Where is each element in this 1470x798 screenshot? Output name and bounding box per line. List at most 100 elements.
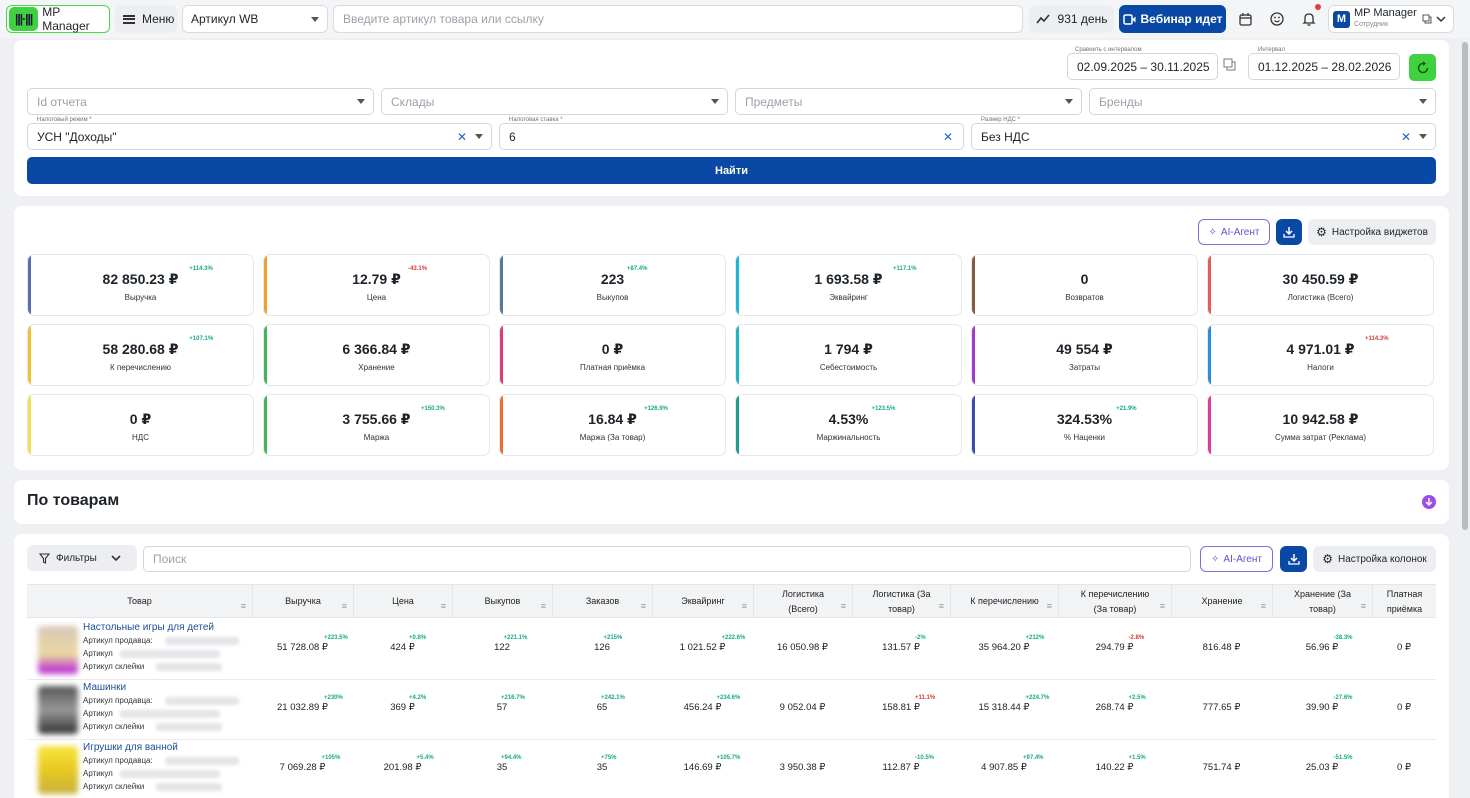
column-menu-icon[interactable]: ≡: [440, 601, 446, 611]
redacted-value: [120, 770, 220, 778]
column-menu-icon[interactable]: ≡: [540, 601, 546, 611]
kpi-card[interactable]: 1 693.58 ₽ Эквайринг +117.1%: [735, 254, 962, 316]
column-header[interactable]: Логистика (Всего) ≡: [753, 585, 852, 618]
kpi-card[interactable]: 0 ₽ Платная приёмка: [499, 324, 726, 386]
product-thumbnail[interactable]: [38, 686, 78, 734]
column-menu-icon[interactable]: ≡: [640, 601, 646, 611]
notifications-button[interactable]: [1297, 4, 1321, 33]
column-header[interactable]: К перечислению ≡: [950, 585, 1058, 618]
download-widgets-button[interactable]: [1276, 219, 1302, 245]
clear-icon[interactable]: ✕: [456, 130, 467, 144]
article-type-select[interactable]: Артикул WB: [182, 5, 328, 33]
kpi-card[interactable]: 82 850.23 ₽ Выручка +114.3%: [27, 254, 254, 316]
kpi-value: 82 850.23 ₽: [102, 271, 179, 287]
kpi-card[interactable]: 30 450.59 ₽ Логистика (Всего): [1207, 254, 1434, 316]
columns-settings-button[interactable]: ⚙ Настройка колонок: [1313, 546, 1436, 572]
column-header[interactable]: Заказов ≡: [552, 585, 652, 618]
kpi-card[interactable]: 0 ₽ НДС: [27, 394, 254, 456]
ai-agent-button[interactable]: ✧ AI-Агент: [1198, 219, 1270, 245]
article-search-input[interactable]: Введите артикул товара или ссылку: [333, 5, 1023, 33]
days-button[interactable]: 931 день: [1029, 5, 1114, 33]
column-header[interactable]: Выкупов ≡: [452, 585, 552, 618]
widget-settings-button[interactable]: ⚙ Настройка виджетов: [1308, 219, 1436, 245]
find-button[interactable]: Найти: [27, 157, 1436, 184]
columns-settings-label: Настройка колонок: [1337, 553, 1427, 565]
cell-delta: +212%: [1025, 635, 1045, 641]
product-name-link[interactable]: Настольные игры для детей: [83, 622, 214, 633]
warehouses-select[interactable]: Склады: [381, 88, 728, 115]
column-menu-icon[interactable]: ≡: [741, 601, 747, 611]
column-header[interactable]: Выручка ≡: [252, 585, 353, 618]
copy-interval-icon[interactable]: [1223, 58, 1237, 72]
column-header[interactable]: Логистика (За товар) ≡: [852, 585, 950, 618]
table-cell: 1 021.52 ₽: [679, 642, 726, 653]
kpi-card[interactable]: 223 Выкупов +87.4%: [499, 254, 726, 316]
product-name-link[interactable]: Игрушки для ванной: [83, 742, 178, 753]
kpi-value: 3 755.66 ₽: [342, 411, 411, 427]
clear-icon[interactable]: ✕: [1400, 130, 1411, 144]
kpi-card[interactable]: 6 366.84 ₽ Хранение: [263, 324, 490, 386]
report-id-select[interactable]: Id отчета: [27, 88, 374, 115]
kpi-card[interactable]: 1 794 ₽ Себестоимость: [735, 324, 962, 386]
redacted-value: [165, 757, 239, 765]
brands-select[interactable]: Бренды: [1089, 88, 1436, 115]
column-header[interactable]: Эквайринг ≡: [652, 585, 753, 618]
product-name-link[interactable]: Машинки: [83, 682, 127, 693]
table-search-input[interactable]: Поиск: [143, 546, 1191, 572]
section-title: По товарам: [27, 492, 120, 509]
filter-icon: [39, 552, 50, 564]
tax-rate-input[interactable]: 6 ✕: [499, 123, 964, 150]
kpi-card[interactable]: 58 280.68 ₽ К перечислению +107.1%: [27, 324, 254, 386]
calendar-button[interactable]: [1233, 5, 1257, 33]
clear-icon[interactable]: ✕: [942, 130, 953, 144]
product-thumbnail[interactable]: [38, 746, 78, 794]
column-menu-icon[interactable]: ≡: [1046, 601, 1052, 611]
feedback-button[interactable]: [1265, 5, 1289, 33]
interval-input[interactable]: 01.12.2025 – 28.02.2026: [1248, 53, 1400, 80]
column-menu-icon[interactable]: ≡: [1360, 601, 1366, 611]
kpi-card[interactable]: 3 755.66 ₽ Маржа +150.3%: [263, 394, 490, 456]
collapse-button[interactable]: [1422, 495, 1436, 509]
kpi-value: 4.53%: [828, 411, 869, 427]
kpi-card[interactable]: 16.84 ₽ Маржа (За товар) +126.9%: [499, 394, 726, 456]
user-menu[interactable]: M MP Manager Сотрудник: [1328, 5, 1454, 33]
vat-select[interactable]: Без НДС ✕: [971, 123, 1436, 150]
kpi-card[interactable]: 4.53% Маржинальность +123.5%: [735, 394, 962, 456]
column-menu-icon[interactable]: ≡: [840, 601, 846, 611]
download-table-button[interactable]: [1280, 546, 1307, 572]
logo[interactable]: |||·||| MP Manager: [6, 5, 110, 33]
table-row[interactable]: [27, 620, 1436, 680]
filters-button[interactable]: Фильтры: [27, 545, 137, 571]
column-menu-icon[interactable]: ≡: [938, 601, 944, 611]
column-header[interactable]: К перечислению (За товар) ≡: [1058, 585, 1171, 618]
product-thumbnail[interactable]: [38, 626, 78, 674]
kpi-card[interactable]: 49 554 ₽ Затраты: [971, 324, 1198, 386]
kpi-card[interactable]: 10 942.58 ₽ Сумма затрат (Реклама): [1207, 394, 1434, 456]
download-icon: [1287, 554, 1300, 565]
compare-interval-input[interactable]: 02.09.2025 – 30.11.2025: [1067, 53, 1218, 80]
subjects-select[interactable]: Предметы: [735, 88, 1082, 115]
kpi-card[interactable]: 12.79 ₽ Цена -43.1%: [263, 254, 490, 316]
tax-regime-select[interactable]: УСН "Доходы" ✕: [27, 123, 492, 150]
report-id-placeholder: Id отчета: [37, 94, 87, 109]
refresh-button[interactable]: [1409, 54, 1436, 81]
column-header[interactable]: Хранение ≡: [1171, 585, 1272, 618]
column-header[interactable]: Хранение (За товар) ≡: [1272, 585, 1372, 618]
menu-button[interactable]: Меню: [115, 5, 177, 33]
column-menu-icon[interactable]: ≡: [341, 601, 347, 611]
table-ai-agent-button[interactable]: ✧ AI-Агент: [1200, 546, 1273, 572]
page-scrollbar[interactable]: [1462, 42, 1468, 530]
column-menu-icon[interactable]: ≡: [1159, 601, 1165, 611]
column-header-label: Платная приёмка: [1386, 588, 1423, 614]
kpi-card[interactable]: 4 971.01 ₽ Налоги +114.3%: [1207, 324, 1434, 386]
kpi-card[interactable]: 0 Возвратов: [971, 254, 1198, 316]
column-menu-icon[interactable]: ≡: [1260, 601, 1266, 611]
column-header[interactable]: Платная приёмка: [1372, 585, 1436, 618]
column-menu-icon[interactable]: ≡: [240, 601, 246, 611]
kpi-card[interactable]: 324.53% % Наценки +21.9%: [971, 394, 1198, 456]
table-row[interactable]: [27, 680, 1436, 740]
webinar-button[interactable]: Вебинар идет: [1119, 5, 1226, 33]
column-header[interactable]: Цена ≡: [353, 585, 452, 618]
column-header[interactable]: Товар ≡: [27, 585, 252, 618]
column-header-label: Товар: [127, 596, 152, 606]
